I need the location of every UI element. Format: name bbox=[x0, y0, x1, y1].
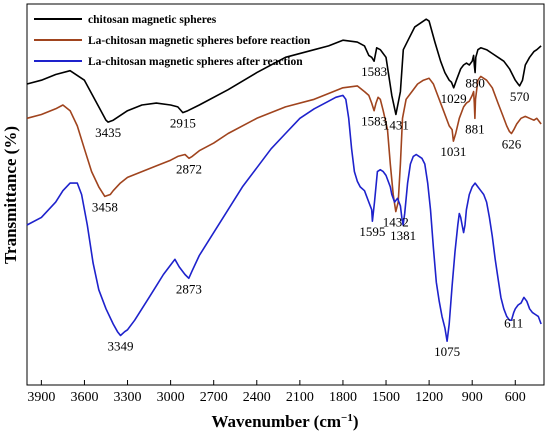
peak-label: 2915 bbox=[170, 116, 196, 131]
series-lines bbox=[26, 18, 542, 342]
peak-label: 1031 bbox=[440, 144, 466, 159]
peak-annotations: 3435291515831431102988057034582872158314… bbox=[92, 64, 529, 359]
peak-label: 2872 bbox=[176, 161, 202, 176]
x-tick-label: 3000 bbox=[157, 390, 185, 405]
x-tick-label: 3900 bbox=[27, 390, 55, 405]
x-tick-label: 1800 bbox=[329, 390, 357, 405]
peak-label: 3435 bbox=[95, 125, 121, 140]
peak-label: 1431 bbox=[383, 117, 409, 132]
x-tick-label: 3300 bbox=[114, 390, 142, 405]
peak-label: 880 bbox=[465, 76, 485, 91]
peak-label: 1583 bbox=[361, 114, 387, 129]
plot-frame bbox=[26, 3, 545, 386]
legend-label-2: La-chitosan magnetic spheres before reac… bbox=[88, 35, 311, 47]
peak-label: 1432 bbox=[383, 215, 409, 230]
x-tick-label: 2400 bbox=[243, 390, 271, 405]
x-tick-label: 1200 bbox=[415, 390, 443, 405]
legend: chitosan magnetic spheres La-chitosan mag… bbox=[34, 14, 311, 68]
plot-border bbox=[26, 3, 545, 386]
x-axis-ticks: 3900 3600 3300 3000 2700 2400 2100 1800 1500 1200… bbox=[27, 380, 526, 405]
peak-label: 1075 bbox=[434, 344, 460, 359]
x-tick-label: 600 bbox=[505, 390, 526, 405]
peak-label: 611 bbox=[504, 316, 523, 331]
peak-label: 3458 bbox=[92, 199, 118, 214]
peak-label: 881 bbox=[465, 121, 485, 136]
x-tick-label: 3600 bbox=[70, 390, 98, 405]
x-tick-label: 900 bbox=[462, 390, 483, 405]
peak-label: 2873 bbox=[176, 281, 202, 296]
series-line-2 bbox=[26, 75, 542, 213]
series-line-1 bbox=[26, 18, 542, 123]
peak-label: 626 bbox=[502, 137, 522, 152]
peak-label: 1029 bbox=[441, 91, 467, 106]
peak-label: 1595 bbox=[359, 224, 385, 239]
peak-label: 1381 bbox=[390, 228, 416, 243]
legend-label-3: La-chitosan magnetic spheres after react… bbox=[88, 56, 303, 68]
x-tick-label: 2100 bbox=[286, 390, 314, 405]
peak-label: 1583 bbox=[361, 64, 387, 79]
legend-label-1: chitosan magnetic spheres bbox=[88, 14, 217, 26]
series-line-3 bbox=[26, 94, 542, 342]
x-axis-title: Wavenumber (cm−1) bbox=[212, 412, 359, 431]
peak-label: 570 bbox=[510, 89, 530, 104]
x-tick-label: 2700 bbox=[200, 390, 228, 405]
peak-label: 3349 bbox=[107, 338, 133, 353]
y-axis-title: Transmittance (%) bbox=[1, 126, 20, 264]
x-tick-label: 1500 bbox=[372, 390, 400, 405]
